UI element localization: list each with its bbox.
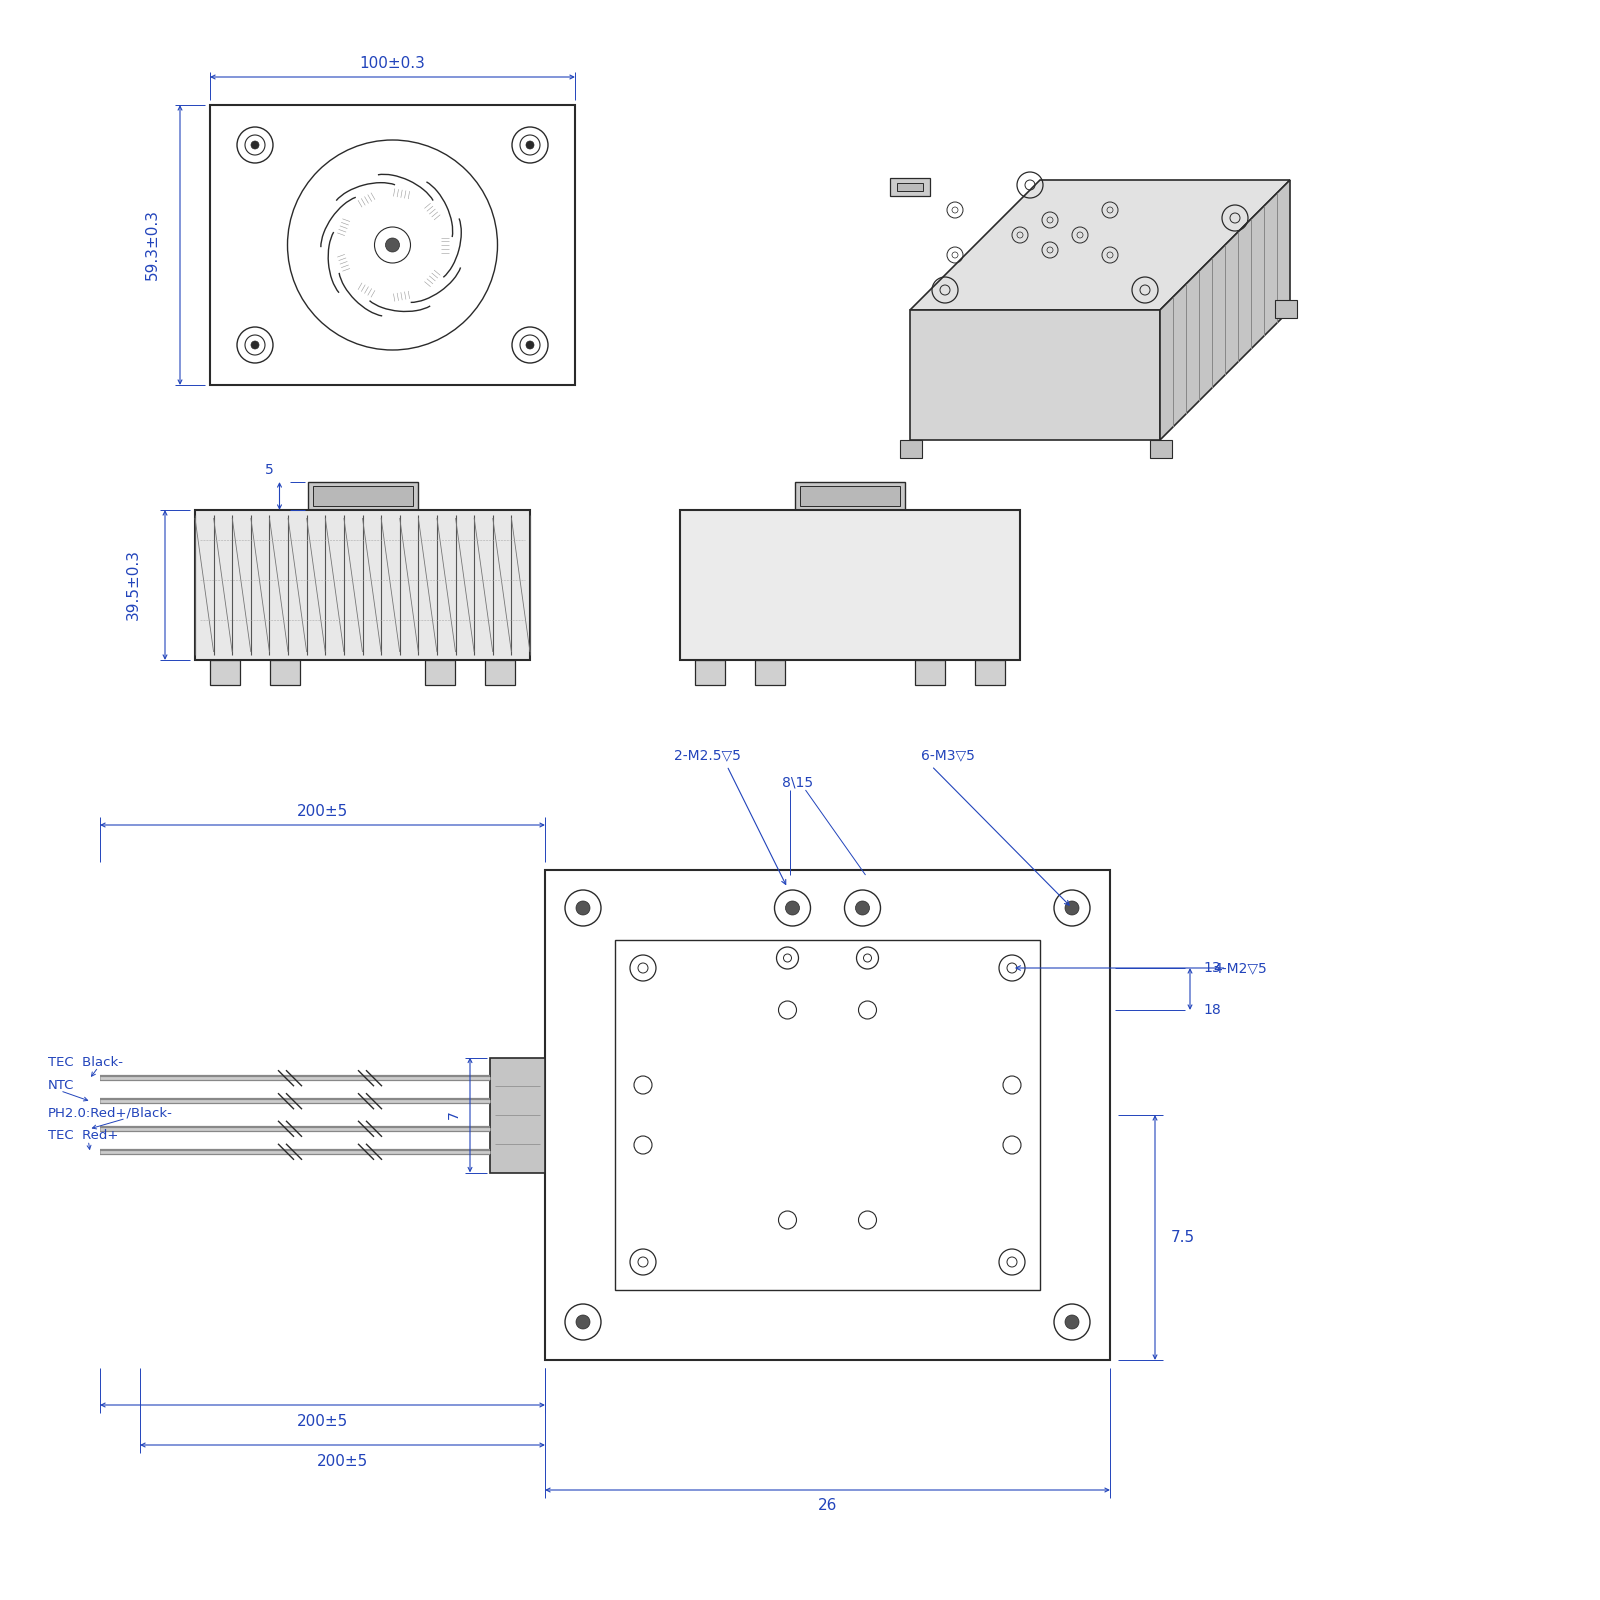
Circle shape bbox=[786, 901, 800, 915]
Text: 26: 26 bbox=[818, 1499, 837, 1514]
Text: 39.5±0.3: 39.5±0.3 bbox=[125, 549, 141, 621]
Text: 6-M3▽5: 6-M3▽5 bbox=[920, 749, 974, 762]
Bar bbox=[974, 659, 1005, 685]
Bar bbox=[307, 482, 418, 510]
Text: TEC  Red+: TEC Red+ bbox=[48, 1130, 118, 1142]
Text: 4-M2▽5: 4-M2▽5 bbox=[1213, 962, 1267, 974]
Bar bbox=[485, 659, 515, 685]
Bar bbox=[795, 482, 906, 510]
Circle shape bbox=[856, 901, 869, 915]
Circle shape bbox=[576, 901, 590, 915]
Bar bbox=[800, 486, 899, 506]
Circle shape bbox=[1066, 901, 1078, 915]
Circle shape bbox=[526, 341, 534, 349]
Bar bbox=[680, 510, 1021, 659]
Text: 100±0.3: 100±0.3 bbox=[360, 56, 426, 70]
Text: 13: 13 bbox=[1203, 962, 1221, 974]
Bar bbox=[426, 659, 454, 685]
Text: 59.3±0.3: 59.3±0.3 bbox=[144, 210, 160, 280]
Bar bbox=[915, 659, 946, 685]
Text: 5: 5 bbox=[266, 462, 274, 477]
Polygon shape bbox=[910, 179, 1290, 310]
Bar bbox=[694, 659, 725, 685]
Bar bbox=[490, 1058, 546, 1173]
Text: 2-M2.5▽5: 2-M2.5▽5 bbox=[674, 749, 741, 762]
Text: 200±5: 200±5 bbox=[298, 803, 349, 819]
Text: 18: 18 bbox=[1203, 1003, 1221, 1018]
Bar bbox=[210, 659, 240, 685]
Circle shape bbox=[576, 1315, 590, 1330]
Polygon shape bbox=[1160, 179, 1290, 440]
Circle shape bbox=[251, 341, 259, 349]
Text: 7.5: 7.5 bbox=[1171, 1230, 1195, 1245]
Text: 8\15: 8\15 bbox=[782, 774, 813, 789]
Circle shape bbox=[1066, 1315, 1078, 1330]
Bar bbox=[899, 440, 922, 458]
Bar bbox=[195, 510, 530, 659]
Bar bbox=[270, 659, 301, 685]
Circle shape bbox=[386, 238, 400, 251]
Text: 200±5: 200±5 bbox=[317, 1453, 368, 1469]
Bar bbox=[1275, 301, 1298, 318]
Bar bbox=[210, 106, 574, 386]
Bar bbox=[614, 939, 1040, 1290]
Bar bbox=[546, 870, 1110, 1360]
Bar bbox=[312, 486, 413, 506]
Bar bbox=[755, 659, 786, 685]
Text: NTC: NTC bbox=[48, 1078, 74, 1091]
Text: TEC  Black-: TEC Black- bbox=[48, 1056, 123, 1069]
Circle shape bbox=[251, 141, 259, 149]
Bar bbox=[890, 178, 930, 195]
Bar bbox=[898, 182, 923, 190]
Circle shape bbox=[526, 141, 534, 149]
Polygon shape bbox=[910, 310, 1160, 440]
Text: 200±5: 200±5 bbox=[298, 1413, 349, 1429]
Text: 7: 7 bbox=[446, 1110, 461, 1120]
Bar bbox=[1150, 440, 1171, 458]
Text: PH2.0:Red+/Black-: PH2.0:Red+/Black- bbox=[48, 1106, 173, 1120]
